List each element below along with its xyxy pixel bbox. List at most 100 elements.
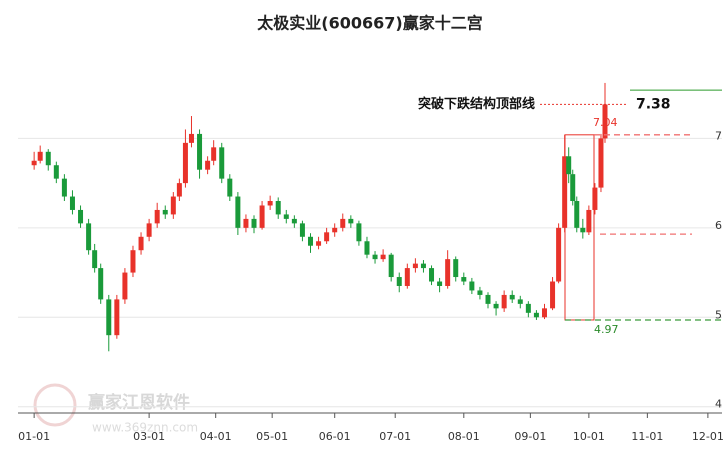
candle-body	[404, 268, 410, 286]
candle-body	[45, 151, 51, 166]
candle-body	[114, 299, 120, 336]
candle-body	[602, 104, 608, 139]
chart-title: 太极实业(600667)赢家十二宫	[256, 14, 482, 33]
candle-body	[197, 133, 203, 170]
candle-body	[219, 147, 225, 179]
low-label: 4.97	[594, 323, 619, 336]
candle-body	[31, 160, 37, 166]
candle-body	[37, 151, 43, 161]
x-tick-label: 10-01	[573, 430, 605, 443]
candle-body	[348, 218, 354, 224]
x-tick-label: 12-01	[692, 430, 724, 443]
candle-body	[332, 227, 338, 233]
candle-body	[130, 250, 136, 273]
candle-body	[574, 201, 580, 228]
candle-body	[243, 218, 249, 228]
breakout-text: 突破下跌结构顶部线	[418, 96, 535, 112]
y-tick-label: 5	[715, 308, 722, 321]
candle-body	[501, 294, 507, 309]
candle-body	[437, 281, 443, 286]
candle-body	[592, 187, 598, 210]
candle-body	[372, 254, 378, 260]
y-tick-label: 6	[715, 219, 722, 232]
candle-body	[570, 174, 576, 202]
candle-body	[598, 138, 604, 188]
candle-body	[176, 183, 182, 197]
candle-body	[205, 160, 211, 170]
candle-body	[533, 312, 539, 318]
candle-body	[307, 236, 313, 246]
candle-body	[299, 223, 305, 237]
candle-body	[412, 263, 418, 269]
x-tick-label: 03-01	[133, 430, 165, 443]
candle-body	[227, 178, 233, 197]
candle-body	[477, 290, 483, 295]
y-tick-label: 7	[715, 129, 722, 142]
y-tick-label: 4	[715, 398, 722, 411]
candle-body	[485, 294, 491, 304]
candle-body	[235, 196, 241, 228]
candle-body	[291, 218, 297, 224]
x-tick-label: 06-01	[319, 430, 351, 443]
candle-body	[53, 165, 59, 179]
candle-body	[78, 209, 84, 224]
candle-body	[356, 223, 362, 242]
candle-body	[420, 263, 426, 269]
candle-body	[453, 259, 459, 278]
x-tick-label: 07-01	[379, 430, 411, 443]
x-tick-label: 09-01	[514, 430, 546, 443]
candle-body	[275, 201, 281, 215]
candle-body	[380, 254, 386, 260]
candle-body	[340, 218, 346, 228]
candle-body	[188, 133, 194, 143]
watermark-text: 赢家江恩软件	[88, 392, 190, 413]
high-label: 7.04	[593, 116, 618, 129]
x-tick-label: 05-01	[256, 430, 288, 443]
x-tick-label: 01-01	[18, 430, 50, 443]
candle-body	[586, 209, 592, 233]
candle-body	[138, 236, 144, 251]
candle-body	[324, 232, 330, 242]
x-tick-label: 11-01	[631, 430, 663, 443]
watermark-logo	[33, 383, 77, 427]
watermark-url: www.369znn.com	[92, 421, 198, 435]
candle-body	[396, 277, 402, 286]
candle-body	[316, 241, 322, 246]
candle-body	[469, 281, 475, 291]
candle-body	[154, 209, 160, 224]
candle-body	[509, 294, 515, 300]
candle-body	[170, 196, 176, 215]
candle-body	[525, 303, 531, 313]
candle-body	[122, 272, 128, 300]
breakout-value: 7.38	[636, 96, 671, 112]
candle-body	[580, 227, 586, 233]
candle-body	[461, 277, 467, 282]
candle-body	[550, 281, 556, 309]
candle-body	[517, 299, 523, 304]
candle-body	[92, 250, 98, 269]
candle-body	[86, 223, 92, 251]
candle-body	[106, 299, 112, 336]
candle-body	[98, 268, 104, 300]
candle-body	[259, 205, 265, 228]
candle-body	[61, 178, 67, 197]
candle-body	[251, 218, 257, 228]
candle-body	[182, 142, 188, 184]
candle-body	[146, 223, 152, 237]
candle-body	[541, 308, 547, 318]
candle-body	[556, 227, 562, 282]
candle-body	[566, 156, 572, 175]
candle-body	[445, 259, 451, 286]
candle-body	[364, 241, 370, 255]
candle-body	[283, 214, 289, 219]
candle-body	[493, 303, 499, 309]
candle-body	[388, 254, 394, 278]
candle-body	[211, 147, 217, 161]
candle-body	[69, 196, 75, 210]
candle-body	[429, 268, 435, 282]
candle-body	[162, 209, 168, 215]
x-tick-label: 08-01	[448, 430, 480, 443]
x-tick-label: 04-01	[200, 430, 232, 443]
candle-body	[267, 201, 273, 206]
